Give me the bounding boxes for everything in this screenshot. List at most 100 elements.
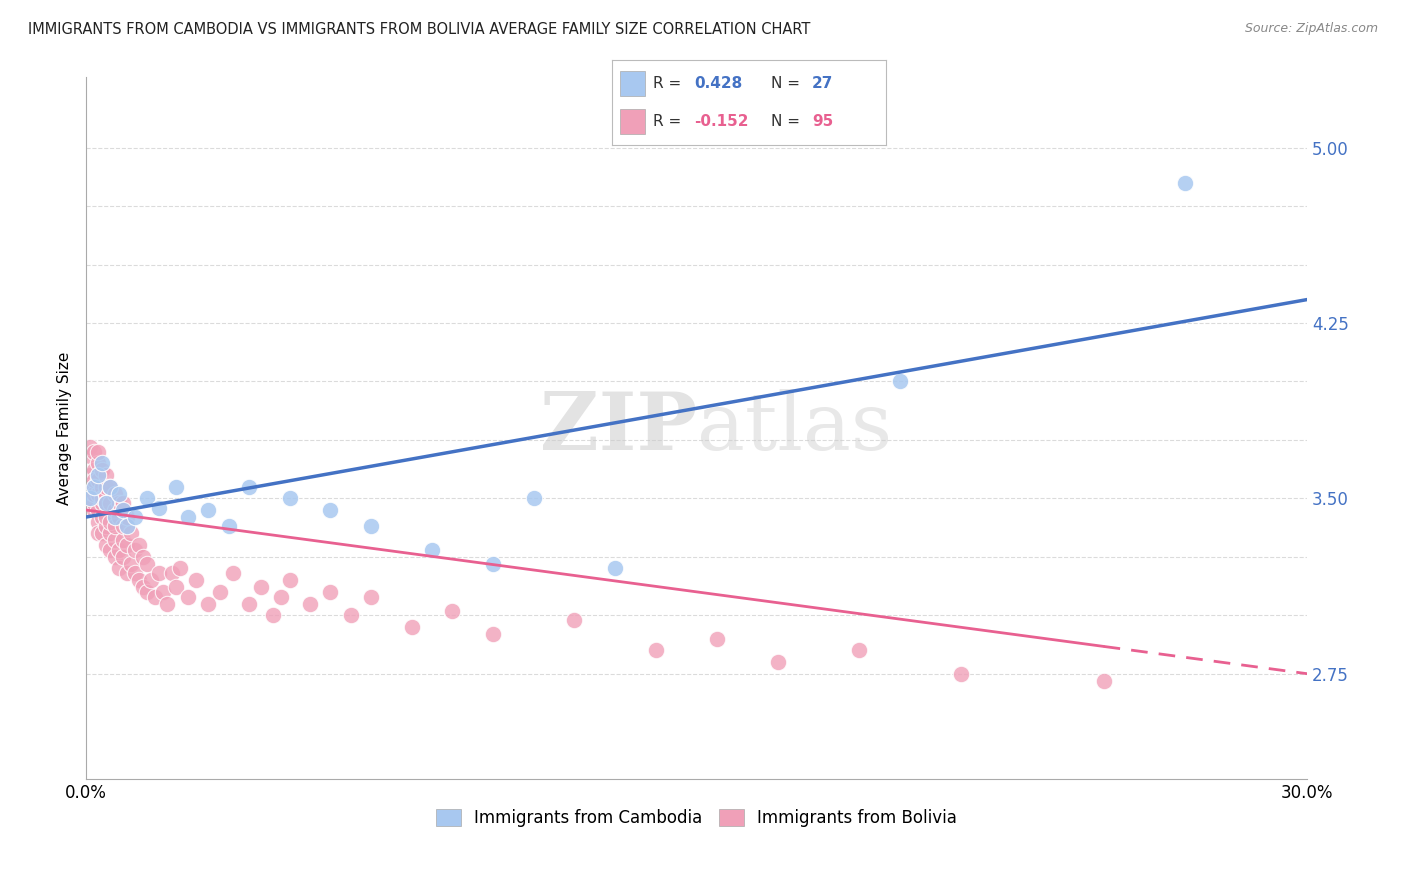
Text: IMMIGRANTS FROM CAMBODIA VS IMMIGRANTS FROM BOLIVIA AVERAGE FAMILY SIZE CORRELAT: IMMIGRANTS FROM CAMBODIA VS IMMIGRANTS F…	[28, 22, 810, 37]
Point	[319, 585, 342, 599]
Point	[87, 486, 110, 500]
Point	[96, 496, 118, 510]
Point	[148, 566, 170, 581]
Point	[79, 480, 101, 494]
Point	[83, 486, 105, 500]
Text: ZIP: ZIP	[540, 389, 696, 467]
Text: R =: R =	[652, 76, 681, 91]
Point	[91, 496, 114, 510]
Point	[87, 473, 110, 487]
Point	[238, 597, 260, 611]
Point	[132, 580, 155, 594]
Point	[482, 557, 505, 571]
Point	[100, 542, 122, 557]
Y-axis label: Average Family Size: Average Family Size	[58, 351, 72, 505]
Point	[136, 557, 159, 571]
Point	[100, 496, 122, 510]
Point	[111, 519, 134, 533]
Bar	[620, 109, 644, 135]
Legend: Immigrants from Cambodia, Immigrants from Bolivia: Immigrants from Cambodia, Immigrants fro…	[429, 802, 965, 834]
Text: 95: 95	[811, 114, 832, 129]
Point	[79, 449, 101, 463]
Point	[107, 542, 129, 557]
Point	[339, 608, 361, 623]
Point	[132, 549, 155, 564]
Text: -0.152: -0.152	[695, 114, 748, 129]
Point	[115, 566, 138, 581]
Point	[766, 655, 789, 669]
Point	[169, 561, 191, 575]
Point	[91, 510, 114, 524]
Point	[644, 643, 666, 657]
Point	[103, 533, 125, 548]
Point	[107, 486, 129, 500]
Point	[270, 590, 292, 604]
Text: N =: N =	[770, 76, 800, 91]
Point	[83, 480, 105, 494]
Point	[91, 480, 114, 494]
Point	[79, 491, 101, 506]
Point	[96, 496, 118, 510]
Point	[152, 585, 174, 599]
Point	[100, 480, 122, 494]
Point	[136, 491, 159, 506]
Point	[91, 456, 114, 470]
Point	[148, 500, 170, 515]
Point	[177, 510, 200, 524]
Point	[128, 538, 150, 552]
Point	[103, 510, 125, 524]
Point	[91, 526, 114, 541]
Point	[238, 480, 260, 494]
Point	[401, 620, 423, 634]
Text: 27: 27	[811, 76, 834, 91]
Point	[360, 519, 382, 533]
Point	[177, 590, 200, 604]
Point	[115, 538, 138, 552]
Point	[79, 440, 101, 454]
Point	[96, 480, 118, 494]
Text: N =: N =	[770, 114, 800, 129]
Point	[889, 375, 911, 389]
Point	[124, 510, 146, 524]
Point	[482, 627, 505, 641]
Point	[107, 510, 129, 524]
Point	[87, 456, 110, 470]
Point	[165, 580, 187, 594]
Point	[87, 444, 110, 458]
Point	[564, 613, 586, 627]
Point	[197, 597, 219, 611]
Point	[96, 519, 118, 533]
Point	[83, 473, 105, 487]
Point	[124, 542, 146, 557]
Point	[96, 486, 118, 500]
Point	[100, 480, 122, 494]
Point	[87, 515, 110, 529]
Point	[128, 573, 150, 587]
Point	[96, 510, 118, 524]
Point	[79, 467, 101, 482]
Point	[160, 566, 183, 581]
Point	[83, 463, 105, 477]
Point	[1092, 673, 1115, 688]
Point	[278, 573, 301, 587]
Point	[156, 597, 179, 611]
Point	[96, 467, 118, 482]
Point	[79, 491, 101, 506]
Point	[83, 480, 105, 494]
Point	[124, 566, 146, 581]
Point	[111, 496, 134, 510]
Point	[103, 519, 125, 533]
Text: 0.428: 0.428	[695, 76, 742, 91]
Point	[605, 561, 627, 575]
Point	[111, 549, 134, 564]
Point	[115, 510, 138, 524]
Point	[141, 573, 163, 587]
Point	[107, 496, 129, 510]
Point	[96, 538, 118, 552]
Point	[111, 503, 134, 517]
Point	[209, 585, 232, 599]
Point	[848, 643, 870, 657]
Point	[950, 666, 973, 681]
Point	[115, 519, 138, 533]
Point	[87, 467, 110, 482]
